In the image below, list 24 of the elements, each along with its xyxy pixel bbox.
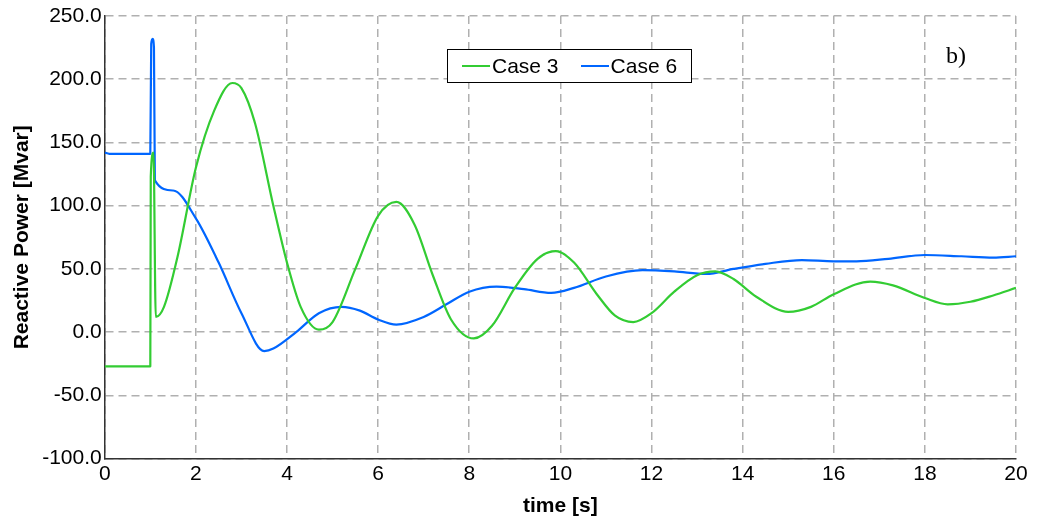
- y-tick-label: 100.0: [49, 192, 102, 216]
- y-tick-label: 200.0: [49, 66, 102, 90]
- y-tick-label: 0.0: [72, 318, 102, 342]
- x-tick-label: 2: [190, 461, 202, 484]
- x-tick-label: 10: [548, 461, 573, 484]
- y-tick-label: 250.0: [49, 2, 102, 26]
- x-tick-label: 8: [463, 461, 476, 484]
- line-series: [104, 37, 1016, 353]
- annotation: b): [946, 42, 966, 69]
- x-tick-label: 14: [730, 461, 755, 484]
- y-tick-label: -50.0: [53, 382, 102, 406]
- x-tick-label: 6: [372, 461, 384, 484]
- legend-label: Case 6: [609, 54, 678, 78]
- x-tick-label: 4: [281, 461, 294, 484]
- line-series: [104, 81, 1016, 368]
- y-tick-label: 150.0: [49, 129, 102, 153]
- legend-label: Case 3: [491, 54, 559, 78]
- x-tick-label: 16: [822, 461, 846, 484]
- x-tick-label: 20: [1004, 461, 1028, 484]
- x-tick-label: 18: [913, 461, 937, 484]
- x-tick-label: 12: [639, 461, 664, 484]
- y-tick-label: 50.0: [60, 255, 102, 279]
- x-axis-title: time [s]: [523, 493, 598, 517]
- y-axis-title: Reactive Power [Mvar]: [9, 125, 33, 350]
